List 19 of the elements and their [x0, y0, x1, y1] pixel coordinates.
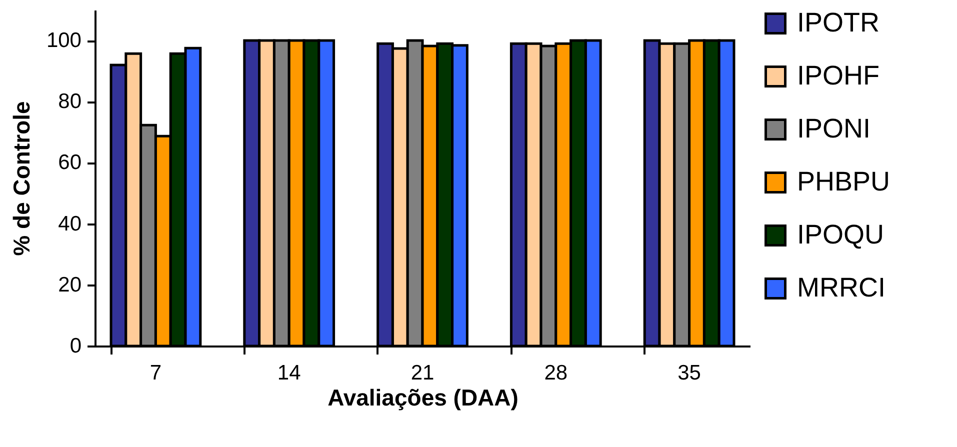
- x-tick-label: 14: [277, 362, 302, 384]
- y-tick-label: 100: [46, 29, 82, 52]
- legend-label: IPOQU: [797, 220, 884, 250]
- x-tick-label: 7: [150, 362, 162, 384]
- legend-label: IPONI: [797, 114, 871, 144]
- x-axis-title: Avaliações (DAA): [328, 384, 518, 410]
- y-tick-label: 40: [58, 212, 82, 236]
- x-tick-label: 35: [678, 362, 701, 384]
- x-tick-label: 21: [410, 362, 434, 384]
- legend-label: IPOTR: [797, 8, 880, 38]
- y-tick-label: 80: [58, 90, 82, 114]
- x-tick-label: 28: [544, 362, 568, 384]
- y-axis-title: % de Controle: [8, 101, 34, 256]
- legend-label: IPOHF: [797, 60, 880, 90]
- legend-label: PHBPU: [797, 166, 890, 196]
- y-tick-label: 0: [70, 334, 82, 358]
- legend-label: MRRCI: [797, 272, 886, 302]
- y-tick-label: 20: [58, 273, 82, 296]
- y-tick-label: 60: [58, 151, 82, 174]
